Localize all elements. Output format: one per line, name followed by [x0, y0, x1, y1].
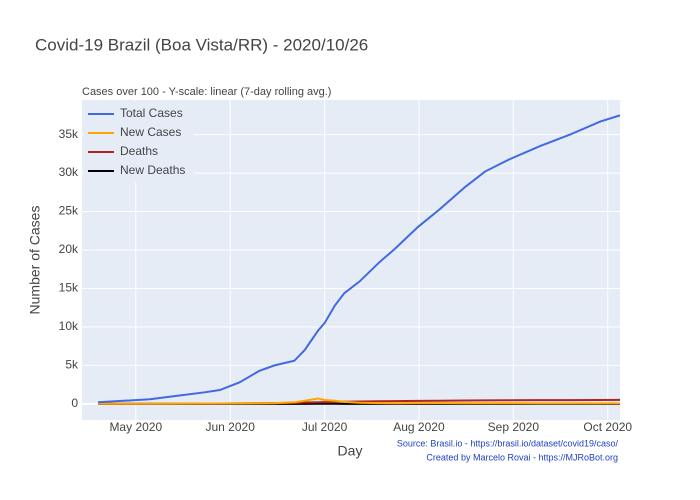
x-tick-label: Jul 2020 [302, 420, 348, 434]
legend-label: Deaths [120, 144, 158, 158]
y-tick-label: 5k [65, 358, 79, 372]
y-tick-label: 10k [59, 319, 79, 333]
series-line [97, 114, 621, 404]
x-tick-label: Sep 2020 [488, 420, 540, 434]
x-tick-label: Jun 2020 [205, 420, 255, 434]
subtitle: Cases over 100 - Y-scale: linear (7-day … [82, 86, 331, 98]
y-axis-title: Number of Cases [27, 206, 43, 315]
legend-label: New Cases [120, 125, 181, 139]
y-tick-label: 0 [71, 396, 78, 410]
legend-label: New Deaths [120, 163, 185, 177]
chart-title: Covid-19 Brazil (Boa Vista/RR) - 2020/10… [35, 35, 368, 54]
credit-note: Created by Marcelo Rovai - https://MJRoB… [426, 452, 618, 462]
x-tick-label: Aug 2020 [393, 420, 445, 434]
legend-box [84, 102, 194, 182]
y-tick-label: 25k [59, 204, 79, 218]
x-tick-label: May 2020 [109, 420, 162, 434]
y-tick-label: 35k [59, 127, 79, 141]
x-tick-label: Oct 2020 [583, 420, 632, 434]
y-tick-label: 20k [59, 242, 79, 256]
x-axis-title: Day [338, 443, 363, 459]
source-note: Source: Brasil.io - https://brasil.io/da… [397, 438, 619, 448]
legend-label: Total Cases [120, 106, 183, 120]
y-tick-label: 30k [59, 165, 79, 179]
y-tick-label: 15k [59, 281, 79, 295]
series-line [98, 397, 620, 405]
